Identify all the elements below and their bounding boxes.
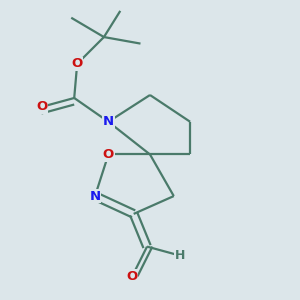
Text: O: O: [127, 270, 138, 283]
Text: O: O: [36, 100, 47, 113]
Text: N: N: [103, 115, 114, 128]
Text: H: H: [175, 249, 185, 262]
Text: N: N: [89, 190, 100, 202]
Text: O: O: [103, 148, 114, 161]
Text: O: O: [72, 57, 83, 70]
